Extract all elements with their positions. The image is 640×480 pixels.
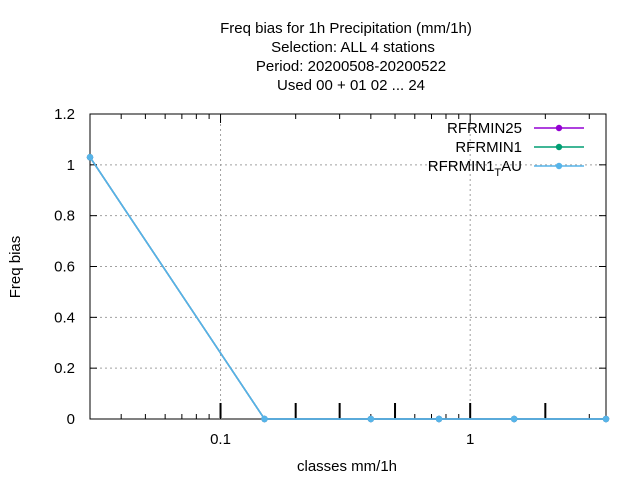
series-point-2	[435, 415, 443, 423]
legend-label: RFRMIN25	[447, 120, 522, 137]
x-tick-label: 0.1	[210, 431, 231, 448]
title-line-4: Used 00 + 01 02 ... 24	[277, 77, 425, 94]
y-tick-label: 0.4	[54, 309, 75, 326]
class-marks	[219, 403, 547, 418]
axes: 0 0.2 0.4 0.6 0.8 1 1.2 0.1 1	[54, 106, 607, 448]
chart-title: Freq bias for 1h Precipitation (mm/1h) S…	[220, 20, 472, 94]
plot-frame	[89, 113, 607, 420]
series-point-2	[261, 415, 268, 423]
x-axis-label: classes mm/1h	[297, 458, 397, 475]
series-point-2	[510, 415, 518, 423]
y-tick-label: 0.2	[54, 360, 75, 377]
series-line-1	[89, 156, 606, 420]
title-line-2: Selection: ALL 4 stations	[271, 39, 435, 56]
legend-entry-2: RFRMIN1TAU	[428, 158, 584, 179]
title-line-3: Period: 20200508-20200522	[256, 58, 446, 75]
legend-marker	[555, 124, 563, 132]
y-tick-label: 1.2	[54, 106, 75, 123]
y-tick-label: 0.8	[54, 208, 75, 225]
y-tick-label: 0.6	[54, 259, 75, 276]
y-axis-label: Freq bias	[7, 236, 24, 299]
legend-entry-1: RFRMIN1	[455, 139, 584, 156]
series-point-2	[602, 415, 610, 423]
series-line-2	[89, 156, 606, 420]
data-series	[86, 154, 610, 423]
series-point-2	[86, 154, 94, 161]
x-tick-label: 1	[466, 431, 474, 448]
legend-label: RFRMIN1TAU	[428, 158, 522, 179]
legend-entry-0: RFRMIN25	[447, 120, 584, 137]
legend: RFRMIN25 RFRMIN1 RFRMIN1TAU	[428, 120, 584, 179]
title-line-1: Freq bias for 1h Precipitation (mm/1h)	[220, 20, 472, 37]
grid	[90, 114, 606, 419]
legend-marker	[555, 143, 563, 151]
series-line-0	[89, 156, 606, 420]
legend-marker	[555, 162, 563, 170]
y-tick-label: 1	[67, 157, 75, 174]
legend-label: RFRMIN1	[455, 139, 522, 156]
series-point-2	[367, 415, 375, 423]
y-tick-label: 0	[67, 411, 75, 428]
